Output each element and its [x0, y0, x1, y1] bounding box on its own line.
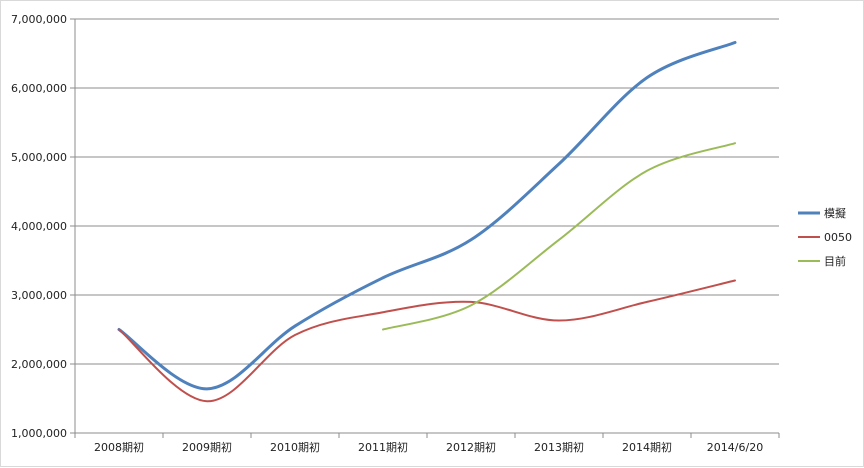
y-tick-label: 6,000,000 — [11, 82, 67, 95]
x-tick-label: 2011期初 — [358, 440, 408, 454]
y-tick-label: 2,000,000 — [11, 358, 67, 371]
y-axis-ticks: 1,000,000 2,000,000 3,000,000 4,000,000 5,00… — [11, 13, 75, 440]
series-line-0 — [117, 40, 737, 391]
legend-label: 0050 — [824, 231, 852, 244]
x-tick-label: 2009期初 — [182, 440, 232, 454]
legend-label: 模擬 — [824, 206, 846, 220]
x-axis-ticks: 2008期初 2009期初 2010期初 2011期初 2012期初 2013期初 2014… — [74, 433, 780, 454]
x-tick-label: 2014/6/20 — [707, 441, 763, 454]
y-tick-label: 1,000,000 — [11, 427, 67, 440]
legend: 模擬 0050 目前 — [798, 206, 852, 268]
x-tick-label: 2014期初 — [622, 440, 672, 454]
y-tick-label: 5,000,000 — [11, 151, 67, 164]
series-lines — [117, 40, 737, 403]
x-tick-label: 2010期初 — [270, 440, 320, 454]
legend-label: 目前 — [824, 254, 846, 268]
x-tick-label: 2013期初 — [534, 440, 584, 454]
x-tick-label: 2008期初 — [94, 440, 144, 454]
y-tick-label: 7,000,000 — [11, 13, 67, 26]
y-tick-label: 3,000,000 — [11, 289, 67, 302]
series-line-1 — [118, 279, 736, 403]
series-line-2 — [382, 142, 736, 331]
gridlines — [75, 18, 779, 434]
y-tick-label: 4,000,000 — [11, 220, 67, 233]
x-tick-label: 2012期初 — [446, 440, 496, 454]
